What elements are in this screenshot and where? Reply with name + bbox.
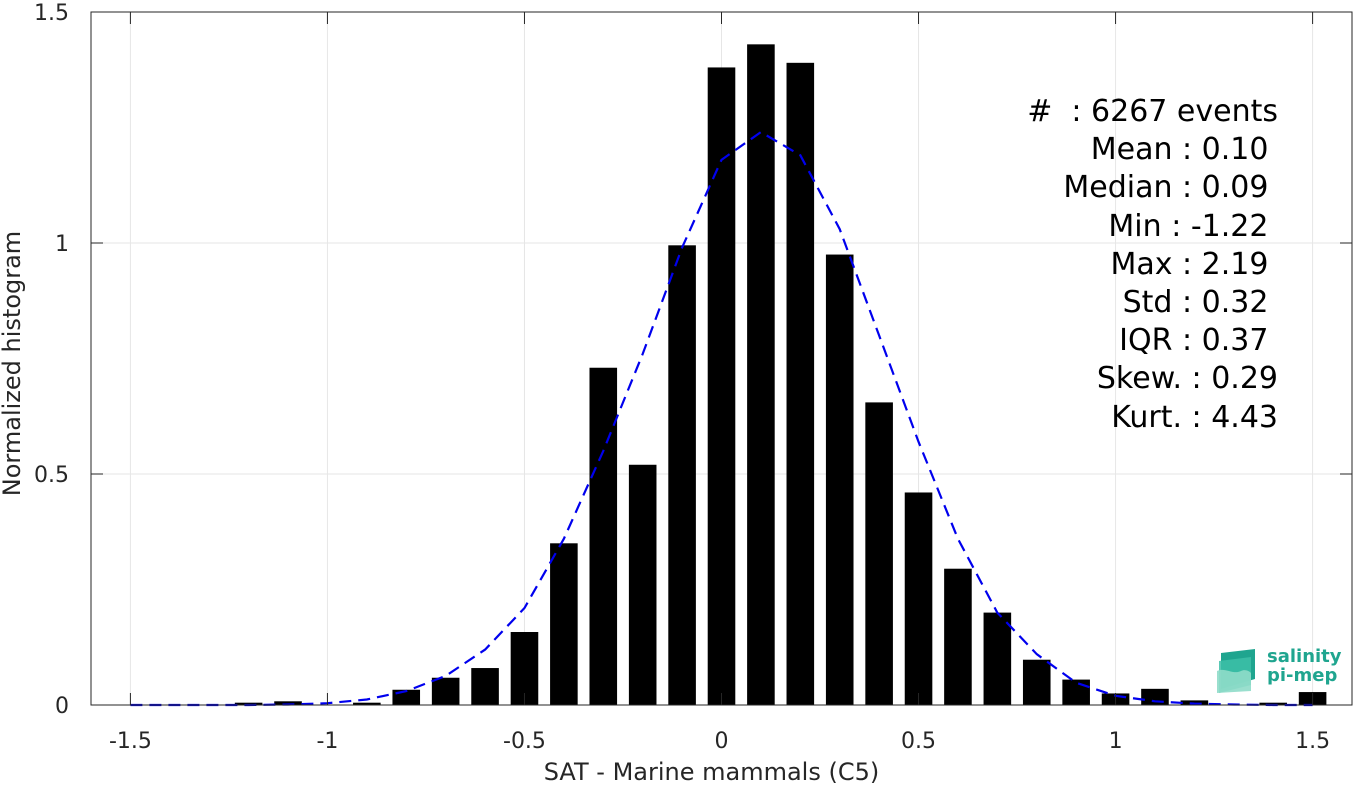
histogram-bar xyxy=(353,702,381,705)
y-tick-label: 1.5 xyxy=(34,1,69,26)
histogram-bar xyxy=(1141,688,1169,705)
logo-line-1: salinity xyxy=(1267,646,1342,667)
stat-std: Std : 0.32 xyxy=(1122,285,1278,321)
tick-labels: -1.5 -1 -0.5 0 0.5 1 1.5 0 0.5 1 1.5 xyxy=(34,1,1330,754)
stat-min: Min : -1.22 xyxy=(1108,208,1278,244)
y-axis-label: Normalized histogram xyxy=(0,231,26,496)
stat-mean: Mean : 0.10 xyxy=(1090,132,1278,168)
stat-kurt: Kurt. : 4.43 xyxy=(1111,399,1278,435)
x-tick-label: -1.5 xyxy=(109,729,152,754)
stat-skew: Skew. : 0.29 xyxy=(1096,361,1278,397)
histogram-bar xyxy=(234,702,263,705)
histogram-bar xyxy=(983,612,1012,705)
x-tick-label: -1 xyxy=(316,729,338,754)
x-tick-label: -0.5 xyxy=(503,729,546,754)
y-tick-label: 0.5 xyxy=(34,463,69,488)
histogram-bar xyxy=(274,701,302,705)
stat-median: Median : 0.09 xyxy=(1063,170,1278,206)
x-tick-label: 0.5 xyxy=(901,729,936,754)
histogram-bar xyxy=(668,245,696,705)
histogram-bar xyxy=(747,44,775,705)
histogram-bar xyxy=(786,62,815,705)
statistics-box: # : 6267 events Mean : 0.10 Median : 0.0… xyxy=(960,93,1278,437)
histogram-bar xyxy=(628,464,657,705)
histogram-bar xyxy=(707,67,736,705)
histogram-bar xyxy=(1062,679,1090,705)
histogram-bar xyxy=(865,402,893,705)
histogram-bar xyxy=(1022,659,1051,705)
x-axis-label: SAT - Marine mammals (C5) xyxy=(544,758,879,785)
histogram-bar xyxy=(550,543,578,705)
y-tick-label: 1 xyxy=(55,232,69,257)
stat-max: Max : 2.19 xyxy=(1110,246,1278,282)
x-tick-label: 0 xyxy=(715,729,729,754)
y-tick-label: 0 xyxy=(55,694,69,719)
x-tick-label: 1.5 xyxy=(1295,729,1330,754)
logo-line-2: pi-mep xyxy=(1267,665,1338,686)
histogram-bar xyxy=(471,668,499,705)
stat-iqr: IQR : 0.37 xyxy=(1119,323,1278,359)
histogram-bar xyxy=(510,632,539,705)
histogram-bar xyxy=(431,677,460,705)
salinity-pimep-logo: salinity pi-mep xyxy=(1215,645,1345,695)
histogram-bar xyxy=(825,254,854,706)
histogram-bar xyxy=(589,367,618,705)
logo-text: salinity pi-mep xyxy=(1267,647,1342,685)
logo-waves-icon xyxy=(1217,649,1255,693)
histogram-bar xyxy=(904,492,933,705)
stat-count: # : 6267 events xyxy=(1027,94,1278,129)
histogram-bar xyxy=(1259,702,1287,705)
axis-ticks xyxy=(91,11,1352,706)
x-tick-label: 1 xyxy=(1109,729,1123,754)
histogram-bar xyxy=(944,568,972,705)
